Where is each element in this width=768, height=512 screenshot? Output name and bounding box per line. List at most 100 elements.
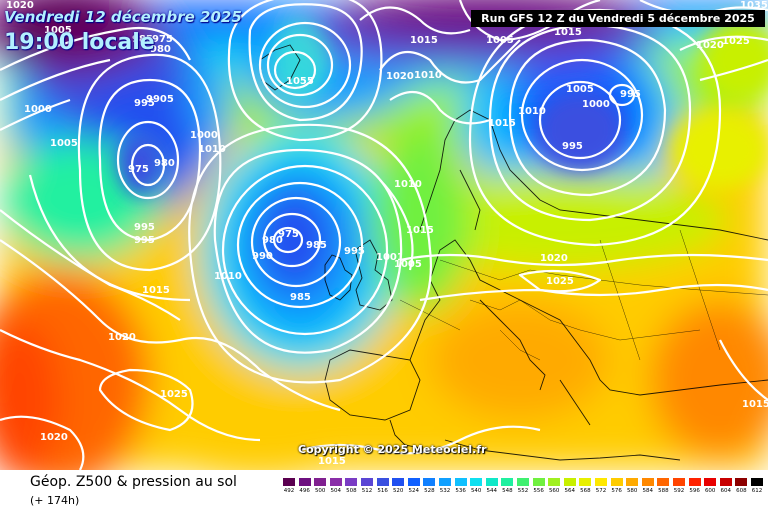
color-scale-label: 508: [346, 488, 357, 494]
color-scale-swatch: [470, 478, 483, 486]
isobar-label: 1005: [394, 259, 422, 270]
isobars: [0, 0, 768, 470]
isobar-label: 980: [262, 235, 283, 246]
isobar-label: 1020: [540, 253, 568, 264]
color-scale-swatch: [548, 478, 561, 486]
borders: [399, 229, 768, 361]
color-scale-swatch: [501, 478, 514, 486]
isobar-label: 1010: [414, 70, 442, 81]
color-scale-label: 496: [299, 488, 310, 494]
run-info: Run GFS 12 Z du Vendredi 5 décembre 2025: [471, 10, 765, 27]
isobar-label: 1005: [50, 138, 78, 149]
color-scale-swatch: [329, 478, 342, 486]
color-scale-swatch: [751, 478, 763, 486]
isobar-label: 1025: [722, 36, 750, 47]
isobar-label: 1020: [386, 71, 414, 82]
color-scale-swatch: [626, 478, 639, 486]
color-scale-swatch: [376, 478, 389, 486]
isobar-label: 1010: [198, 144, 226, 155]
isobar-label: 995: [620, 89, 641, 100]
isobar-label: 995: [134, 98, 155, 109]
color-scale-swatch: [283, 478, 295, 486]
color-scale-label: 612: [751, 488, 763, 494]
color-scale-label: 596: [689, 488, 700, 494]
color-scale-label: 512: [361, 488, 373, 494]
lead-time: (+ 174h): [30, 494, 80, 507]
isobar-label: 1010: [214, 271, 242, 282]
color-scale-label: 604: [720, 488, 732, 494]
color-scale-swatch: [361, 478, 373, 486]
color-scale-swatch: [704, 478, 717, 486]
isobar-label: 980: [150, 44, 171, 55]
color-scale-label: 516: [377, 488, 388, 494]
isobar-label: 1015: [488, 118, 516, 129]
isobar-label: 1015: [406, 225, 434, 236]
isobar-label: 1005: [486, 35, 514, 46]
color-scale-label: 520: [392, 488, 404, 494]
isobar-label: 985: [290, 292, 311, 303]
color-scale-swatch: [314, 478, 327, 486]
color-scale-label: 588: [658, 488, 669, 494]
isobar-label: 1000: [24, 104, 52, 115]
isobar-label: 1020: [108, 332, 136, 343]
color-scale-label: 560: [548, 488, 560, 494]
color-scale-swatch: [439, 478, 451, 486]
color-scale-label: 572: [595, 488, 607, 494]
color-scale-swatch: [532, 478, 545, 486]
isobar-label: 1020: [696, 40, 724, 51]
isobar-label: 995: [134, 235, 155, 246]
color-scale-label: 552: [517, 488, 529, 494]
isobar-labels: 975 980 985 995 9905 1005 1000 1020 975 …: [6, 0, 768, 467]
isobar-label: 1025: [160, 389, 188, 400]
color-scale-label: 532: [439, 488, 451, 494]
color-scale-label: 568: [580, 488, 591, 494]
color-scale-label: 536: [455, 488, 466, 494]
isobar-label: 1055: [286, 76, 314, 87]
color-scale-label: 548: [502, 488, 513, 494]
isobar-label: 975: [278, 229, 299, 240]
color-scale-swatch: [563, 478, 576, 486]
isobar-label: 995: [344, 246, 365, 257]
color-scale-swatch: [657, 478, 670, 486]
isobar-label: 1005: [566, 84, 594, 95]
isobar-label: 1005: [44, 25, 72, 36]
color-scale-label: 608: [736, 488, 747, 494]
forecast-time: 19:00 locale: [4, 30, 155, 55]
color-scale-label: 500: [314, 488, 326, 494]
forecast-date: Vendredi 12 décembre 2025: [4, 8, 242, 26]
color-scale-swatch: [298, 478, 311, 486]
color-scale-swatch: [392, 478, 405, 486]
isobar-label: 1001: [376, 252, 404, 263]
color-scale-swatch: [641, 478, 654, 486]
isobar-label: 985: [306, 240, 327, 251]
color-scale-label: 576: [611, 488, 622, 494]
isobar-label: 1025: [546, 276, 574, 287]
isobar-label: 1015: [742, 399, 768, 410]
color-scale-label: 584: [642, 488, 654, 494]
color-scale-swatch: [579, 478, 592, 486]
isobar-label: 1015: [410, 35, 438, 46]
color-scale-swatch: [688, 478, 701, 486]
color-scale-swatch: [735, 478, 748, 486]
color-scale-label: 492: [283, 488, 295, 494]
color-scale-swatch: [485, 478, 498, 486]
isobar-label: 1010: [394, 179, 422, 190]
color-scale-label: 528: [424, 488, 435, 494]
color-scale-label: 556: [533, 488, 544, 494]
isobar-label: 975: [152, 34, 173, 45]
isobar-label: 1020: [40, 432, 68, 443]
isobar-label: 1035: [740, 0, 768, 11]
color-scale-swatch: [454, 478, 467, 486]
color-scale-label: 580: [626, 488, 638, 494]
color-scale-swatch: [719, 478, 732, 486]
isobar-label: 9905: [146, 94, 174, 105]
color-scale-label: 540: [470, 488, 482, 494]
color-scale-swatch: [345, 478, 358, 486]
copyright-notice: Copyright © 2025 Meteociel.fr: [298, 443, 487, 456]
color-scale-label: 544: [486, 488, 498, 494]
color-scale-swatch: [423, 478, 436, 486]
isobar-label: 1020: [6, 0, 34, 11]
isobar-label: 975: [128, 164, 149, 175]
isobar-label: 980: [154, 158, 175, 169]
isobar-label: 995: [562, 141, 583, 152]
